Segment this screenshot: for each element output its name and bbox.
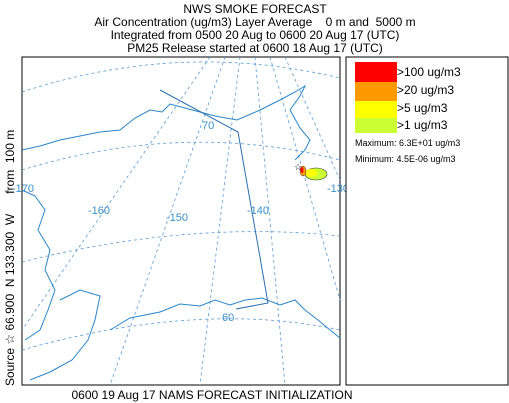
coastline [21, 84, 341, 381]
legend-label: >20 ug/m3 [397, 83, 454, 97]
footer: 0600 19 Aug 17 NAMS FORECAST INITIALIZAT… [72, 388, 353, 402]
source-label: Source ☆ 66.900 N 133.300 W from 100 m [3, 130, 17, 386]
meridian [269, 56, 341, 301]
legend-maximum: Maximum: 6.3E+01 ug/m3 [355, 138, 460, 148]
parallel [21, 61, 341, 93]
source-marker: ☆ [294, 162, 302, 172]
legend-label: >1 ug/m3 [397, 118, 448, 132]
header-line: Integrated from 0500 20 Aug to 0600 20 A… [111, 28, 400, 42]
meridian [199, 56, 241, 386]
legend-label: >5 ug/m3 [397, 101, 448, 115]
parallel [21, 141, 341, 171]
meridian [284, 56, 341, 181]
meridian [254, 56, 286, 386]
grid-label: 60 [222, 312, 234, 324]
grid-label: -150 [166, 212, 188, 224]
parallel [21, 318, 341, 351]
header-line: PM25 Release started at 0600 18 Aug 17 (… [127, 41, 382, 55]
grid-label: -160 [88, 205, 110, 217]
meridian [109, 56, 226, 386]
legend-minimum: Minimum: 4.5E-06 ug/m3 [355, 154, 456, 164]
map: 70 -170 -160 -150 -140 -130 60 ☆ [12, 56, 349, 386]
legend-swatch [355, 101, 397, 118]
domain-boundary [159, 89, 269, 310]
legend-label: >100 ug/m3 [397, 65, 461, 79]
title: NWS SMOKE FORECAST [183, 2, 327, 16]
legend-swatch [355, 118, 397, 133]
grid-label: -170 [12, 183, 34, 195]
parallel [21, 231, 341, 263]
grid-label: 70 [202, 120, 214, 132]
grid-label: -140 [247, 205, 269, 217]
meridian [21, 56, 211, 331]
legend-swatch [355, 82, 397, 101]
legend-swatch [355, 62, 397, 82]
grid-label: -130 [327, 183, 349, 195]
header-line: Air Concentration (ug/m3) Layer Average … [94, 15, 415, 29]
smoke-plume: ☆ [294, 162, 328, 181]
map-frame [21, 56, 341, 386]
legend: >100 ug/m3 >20 ug/m3 >5 ug/m3 >1 ug/m3 M… [345, 56, 509, 386]
